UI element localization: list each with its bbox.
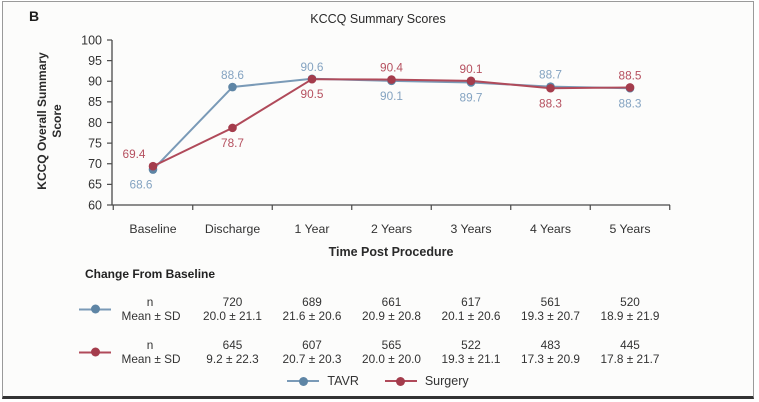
table-cell-tavr-mean_sd: 19.3 ± 20.7: [521, 309, 580, 323]
table-cell-tavr-mean_sd: 20.0 ± 21.1: [203, 309, 262, 323]
table-cell-surgery-n: 445: [620, 338, 640, 352]
x-tick-label: 3 Years: [450, 222, 491, 236]
surgery-dot-icon: [396, 376, 406, 386]
table-cell-tavr-n: 689: [302, 295, 322, 309]
tavr-meansd-row-label: Mean ± SD: [121, 309, 181, 323]
data-point-surgery: [546, 83, 555, 93]
y-tick-label: 60: [88, 198, 102, 212]
table-cell-tavr-mean_sd: 21.6 ± 20.6: [282, 309, 342, 323]
table-cell-tavr-n: 520: [620, 295, 640, 309]
surgery-dot-icon: [90, 347, 100, 357]
y-tick-label: 100: [81, 33, 102, 47]
y-tick-label: 70: [88, 157, 102, 171]
table-cell-surgery-mean_sd: 17.3 ± 20.9: [521, 352, 580, 366]
data-point-surgery: [228, 123, 237, 133]
table-cell-tavr-mean_sd: 20.1 ± 20.6: [441, 309, 501, 323]
data-point-surgery: [387, 75, 396, 84]
chart-title: KCCQ Summary Scores: [310, 12, 446, 26]
point-label-tavr: 88.3: [619, 96, 642, 110]
surgery-meansd-row-label: Mean ± SD: [121, 352, 181, 366]
point-label-surgery: 90.5: [301, 87, 324, 101]
y-tick-label: 80: [88, 116, 102, 130]
table-cell-tavr-n: 720: [222, 295, 243, 309]
table-heading: Change From Baseline: [85, 267, 216, 281]
tavr-dot-icon: [298, 376, 308, 386]
y-tick-label: 95: [88, 54, 102, 68]
table-cell-surgery-mean_sd: 19.3 ± 21.1: [441, 352, 501, 366]
table-cell-surgery-n: 607: [302, 338, 322, 352]
table-cell-tavr-n: 561: [540, 295, 561, 309]
data-point-surgery: [625, 83, 635, 92]
x-axis-title: Time Post Procedure: [328, 245, 454, 259]
data-point-tavr: [228, 82, 237, 92]
panel-label: B: [29, 8, 40, 24]
y-tick-label: 90: [88, 75, 102, 89]
surgery-n-row-label: n: [146, 338, 154, 352]
table-cell-surgery-n: 645: [222, 338, 243, 352]
surgery-legend-marker-icon: [384, 376, 417, 387]
x-tick-label: 4 Years: [530, 222, 571, 236]
legend-item-surgery: Surgery: [384, 374, 469, 388]
table-cell-tavr-mean_sd: 18.9 ± 21.9: [600, 309, 660, 323]
table-cell-tavr-mean_sd: 20.9 ± 20.8: [362, 309, 421, 323]
y-tick-label: 85: [88, 95, 102, 109]
x-tick-label: 1 Year: [295, 222, 330, 236]
point-label-tavr: 68.6: [130, 178, 153, 192]
point-label-tavr: 88.7: [539, 68, 562, 82]
chart-legend: TAVR Surgery: [3, 374, 753, 388]
x-tick-label: Discharge: [205, 222, 261, 236]
table-cell-surgery-mean_sd: 20.7 ± 20.3: [282, 352, 342, 366]
table-cell-surgery-mean_sd: 17.8 ± 21.7: [600, 352, 660, 366]
point-label-surgery: 90.4: [380, 61, 403, 75]
point-label-surgery: 88.5: [619, 68, 642, 82]
data-point-surgery: [148, 161, 158, 171]
table-cell-tavr-n: 661: [381, 295, 402, 309]
legend-label-surgery: Surgery: [424, 374, 469, 388]
surgery-series-marker-icon: [79, 347, 111, 358]
legend-label-tavr: TAVR: [327, 374, 359, 388]
point-label-tavr: 88.6: [221, 68, 244, 82]
y-tick-label: 65: [88, 178, 102, 192]
point-label-tavr: 90.1: [380, 89, 403, 103]
tavr-legend-marker-icon: [287, 376, 320, 387]
table-cell-surgery-mean_sd: 20.0 ± 20.0: [362, 352, 421, 366]
table-cell-tavr-n: 617: [461, 295, 481, 309]
y-axis-label: KCCQ Overall Summary Score: [35, 52, 64, 190]
tavr-n-row-label: n: [146, 295, 154, 309]
data-point-surgery: [307, 74, 317, 84]
point-label-surgery: 90.1: [460, 62, 483, 76]
point-label-tavr: 90.6: [301, 60, 324, 74]
x-tick-label: Baseline: [129, 222, 176, 236]
x-tick-label: 5 Years: [609, 222, 650, 236]
table-cell-surgery-n: 483: [540, 338, 561, 352]
kccq-line-chart: 60 65 70 75 80 85 90 95 100 Baseline Discharge 1 Ye…: [81, 33, 671, 236]
tavr-dot-icon: [90, 304, 100, 314]
point-label-surgery: 88.3: [539, 96, 562, 110]
tavr-series-marker-icon: [79, 304, 111, 315]
table-cell-surgery-n: 522: [461, 338, 481, 352]
table-cell-surgery-n: 565: [381, 338, 402, 352]
point-label-surgery: 78.7: [221, 136, 244, 150]
x-tick-label: 2 Years: [371, 222, 412, 236]
data-point-surgery: [466, 76, 476, 86]
legend-item-tavr: TAVR: [287, 374, 359, 388]
point-label-tavr: 89.7: [460, 90, 483, 104]
y-tick-label: 75: [88, 136, 102, 150]
point-label-surgery: 69.4: [123, 147, 146, 161]
table-cell-surgery-mean_sd: 9.2 ± 22.3: [206, 352, 259, 366]
